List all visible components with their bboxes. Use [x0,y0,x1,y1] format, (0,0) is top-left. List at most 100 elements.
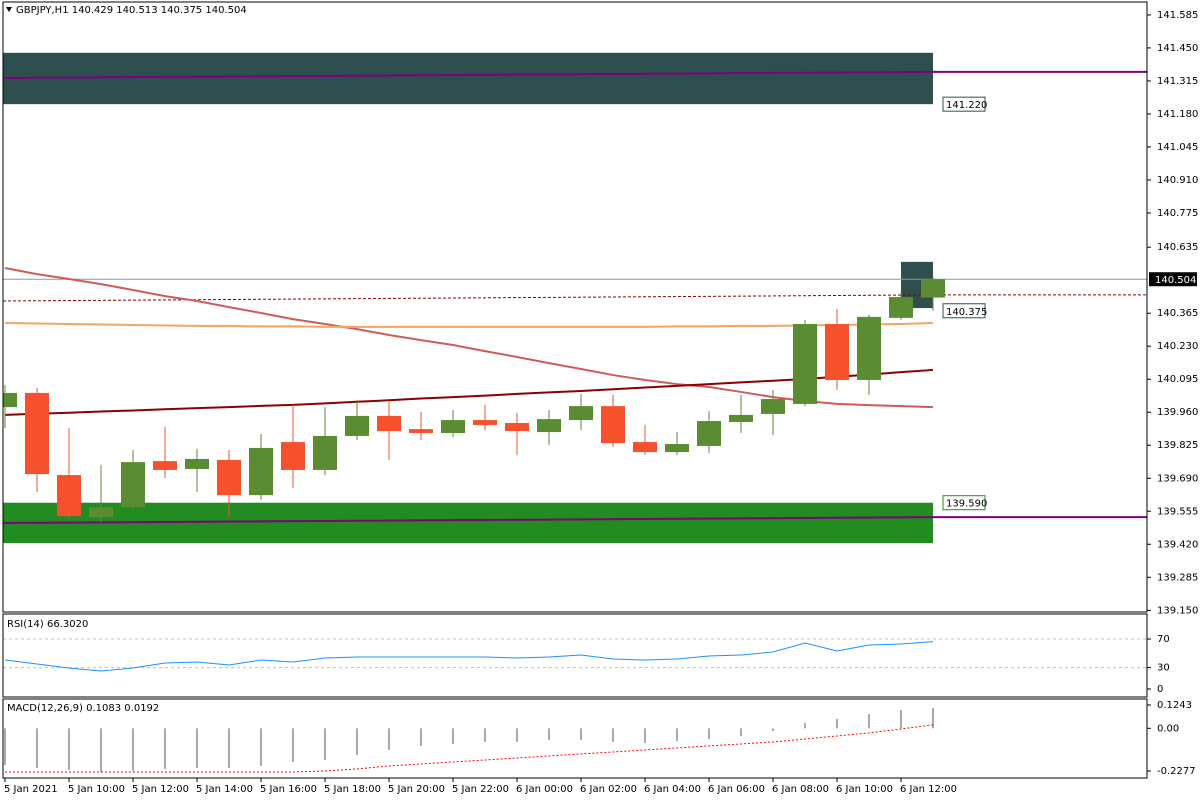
macd-bar [164,728,166,769]
y-tick-label: 0.1243 [1157,700,1192,711]
price-label: 139.590 [946,499,987,510]
y-tick-label: 70 [1157,634,1170,645]
y-tick-label: 140.365 [1157,308,1198,319]
moving-average [4,321,934,328]
candle-body [793,323,817,404]
candle-body [153,461,177,470]
price-label: 141.220 [946,100,987,111]
candle-body [185,458,209,469]
menu-arrow[interactable] [6,7,12,12]
macd-bar [804,722,806,729]
candle-body [825,323,849,380]
macd-bar [260,728,262,766]
last-price-label: 140.504 [1155,275,1196,286]
x-tick-label: 6 Jan 02:00 [580,784,637,795]
x-tick-label: 5 Jan 12:00 [132,784,189,795]
macd-bar [420,728,422,746]
macd-title: MACD(12,26,9) 0.1083 0.0192 [7,703,159,714]
candle-body [473,420,497,425]
y-tick-label: -0.2277 [1157,766,1196,777]
candle-body [249,447,273,496]
main-panel [3,52,1147,544]
candle-body [921,279,945,298]
price-label: 140.375 [946,307,987,318]
candle-body [121,462,145,508]
price-label-box [942,96,986,112]
price-label-box [942,495,986,511]
y-tick-label: 139.285 [1157,572,1198,583]
candle-body [441,420,465,434]
macd-bar [708,728,710,739]
macd-bar [36,728,38,768]
candle-body [697,421,721,446]
level-line [3,70,1147,79]
x-tick-label: 6 Jan 00:00 [516,784,573,795]
candle-body [345,415,369,436]
y-tick-label: 0 [1157,684,1163,695]
macd-bar [68,728,70,770]
y-tick-label: 0.00 [1157,723,1179,734]
macd-bar [100,728,102,772]
y-tick-label: 140.095 [1157,374,1198,385]
y-tick-label: 141.450 [1157,43,1198,54]
macd-bar [292,728,294,762]
macd-bar [356,728,358,755]
candle-body [281,442,305,470]
price-label-box [942,303,986,319]
moving-average [4,266,934,409]
main-frame [2,1,1148,613]
y-tick-label: 139.690 [1157,473,1198,484]
macd-bar [388,728,390,750]
x-tick-label: 6 Jan 04:00 [644,784,701,795]
y-tick-label: 30 [1157,663,1170,674]
candle-body [761,399,785,414]
macd-bar [228,728,230,768]
y-tick-label: 140.910 [1157,175,1198,186]
y-tick-label: 141.045 [1157,142,1198,153]
candle-body [601,406,625,444]
rsi-title: RSI(14) 66.3020 [7,619,88,630]
rsi-frame [2,613,1148,698]
x-tick-label: 5 Jan 20:00 [388,784,445,795]
y-tick-label: 139.555 [1157,506,1198,517]
macd-bar [484,728,486,742]
macd-bar [740,728,742,736]
y-tick-label: 139.420 [1157,539,1198,550]
y-tick-label: 141.180 [1157,109,1198,120]
candle-body [3,392,17,408]
candle-body [889,297,913,318]
signal-line [5,724,934,773]
rsi-line [4,641,934,672]
macd-bar [868,714,870,729]
candle-body [505,422,529,432]
macd-bar [4,728,6,766]
macd-bar [772,728,774,731]
macd-bar [900,709,902,729]
macd-bar [452,728,454,744]
macd-bar [612,728,614,742]
candle-body [409,429,433,434]
main-title: GBPJPY,H1 140.429 140.513 140.375 140.50… [16,5,247,16]
rsi-panel [3,638,1147,672]
macd-bar [196,728,198,768]
y-tick-label: 139.960 [1157,407,1198,418]
macd-bar [132,728,134,771]
x-tick-label: 5 Jan 16:00 [260,784,317,795]
macd-bar [676,728,678,741]
x-tick-label: 5 Jan 2021 [4,784,58,795]
candle-body [729,414,753,423]
macd-bar [324,728,326,760]
candle-body [89,507,113,518]
y-tick-label: 141.315 [1157,76,1198,87]
y-tick-label: 141.585 [1157,10,1198,21]
macd-bar [516,728,518,742]
x-tick-label: 5 Jan 18:00 [324,784,381,795]
zone [3,52,933,105]
x-tick-label: 6 Jan 12:00 [900,784,957,795]
candle-body [569,406,593,421]
y-tick-label: 140.635 [1157,242,1198,253]
